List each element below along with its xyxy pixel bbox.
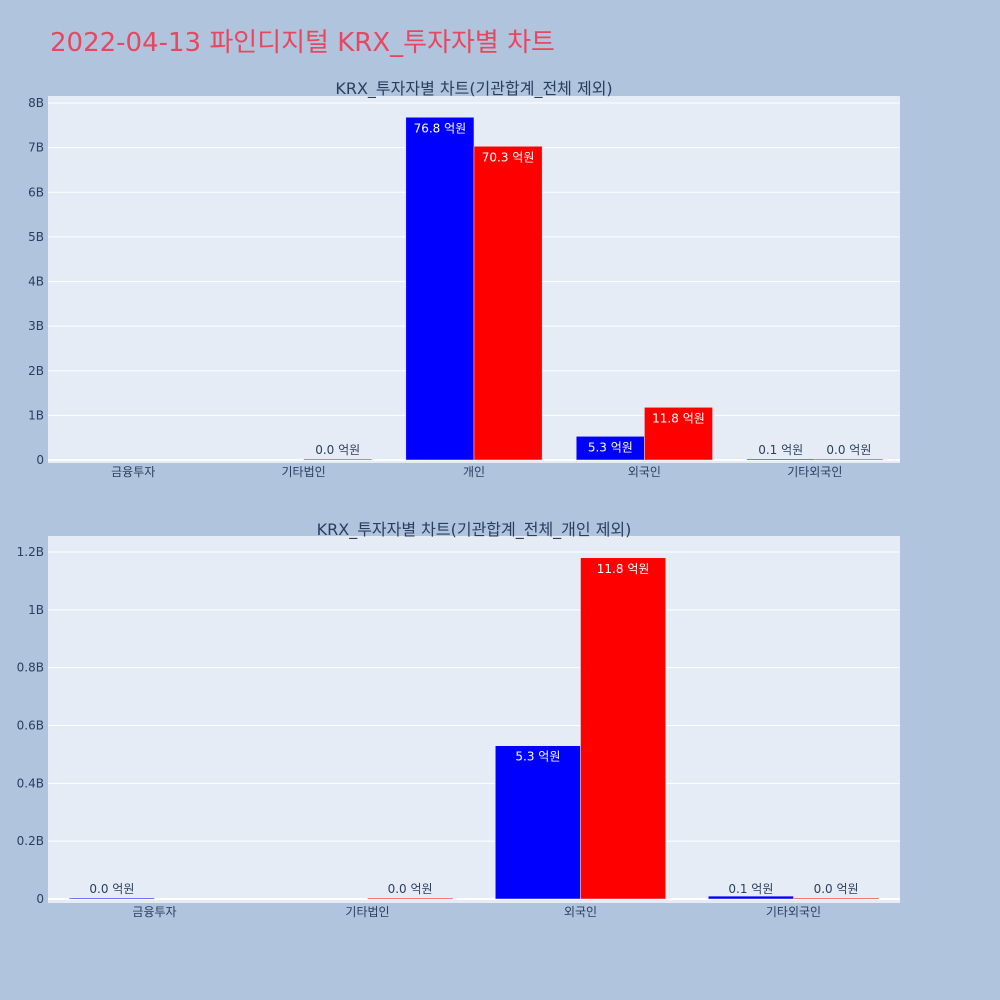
bar xyxy=(814,458,884,461)
bar xyxy=(405,117,475,461)
x-tick-label: 금융투자 xyxy=(132,905,176,919)
bar xyxy=(580,557,666,900)
x-tick-label: 기타외국인 xyxy=(787,465,842,479)
x-tick-label: 기타법인 xyxy=(345,905,389,919)
y-tick-label: 1B xyxy=(28,603,44,617)
bar xyxy=(367,897,453,900)
data-label: 11.8 억원 xyxy=(597,562,650,576)
x-tick-label: 외국인 xyxy=(564,905,597,919)
chart-1: 0 1B 2B 3B 4B 5B 6B 7B 8B KRX_투자자별 차트(기관합계_전체 제외)… xyxy=(28,79,900,479)
y-tick-label: 0.8B xyxy=(17,661,44,675)
x-tick-label: 금융투자 xyxy=(111,465,155,479)
y-tick-label: 0.6B xyxy=(17,719,44,733)
bar xyxy=(69,897,155,900)
data-label: 0.0 억원 xyxy=(814,882,859,896)
y-tick-label: 6B xyxy=(28,185,44,199)
y-tick-label: 1B xyxy=(28,408,44,422)
data-label: 0.0 억원 xyxy=(826,443,871,457)
bar xyxy=(708,895,794,900)
data-label: 0.0 억원 xyxy=(388,882,433,896)
y-tick-label: 0.2B xyxy=(17,834,44,848)
data-label: 0.0 억원 xyxy=(315,443,360,457)
plot-area xyxy=(48,536,900,903)
data-label: 0.0 억원 xyxy=(89,882,134,896)
y-tick-label: 8B xyxy=(28,96,44,110)
y-tick-label: 5B xyxy=(28,230,44,244)
y-tick-label: 0 xyxy=(36,453,44,467)
bar xyxy=(793,897,879,900)
data-label: 5.3 억원 xyxy=(515,750,560,764)
data-label: 76.8 억원 xyxy=(414,121,467,135)
x-tick-label: 외국인 xyxy=(628,465,661,479)
y-tick-label: 4B xyxy=(28,275,44,289)
y-tick-label: 7B xyxy=(28,141,44,155)
chart-title: KRX_투자자별 차트(기관합계_전체 제외) xyxy=(335,79,612,99)
data-label: 70.3 억원 xyxy=(482,150,535,164)
bar xyxy=(495,745,581,900)
data-label: 0.1 억원 xyxy=(728,882,773,896)
bar xyxy=(473,146,543,461)
page-title: 2022-04-13 파인디지털 KRX_투자자별 차트 xyxy=(50,28,555,58)
y-tick-label: 1.2B xyxy=(17,545,44,559)
y-tick-label: 2B xyxy=(28,364,44,378)
x-tick-label: 개인 xyxy=(463,465,485,479)
x-tick-label: 기타법인 xyxy=(282,465,326,479)
y-tick-label: 0.4B xyxy=(17,776,44,790)
bar xyxy=(644,407,713,461)
data-label: 5.3 억원 xyxy=(588,440,633,454)
y-tick-label: 3B xyxy=(28,319,44,333)
data-label: 0.1 억원 xyxy=(758,443,803,457)
bar xyxy=(303,458,373,461)
data-label: 11.8 억원 xyxy=(652,411,705,425)
x-tick-label: 기타외국인 xyxy=(766,905,821,919)
y-tick-label: 0 xyxy=(36,892,44,906)
chart-title: KRX_투자자별 차트(기관합계_전체_개인 제외) xyxy=(317,520,632,540)
